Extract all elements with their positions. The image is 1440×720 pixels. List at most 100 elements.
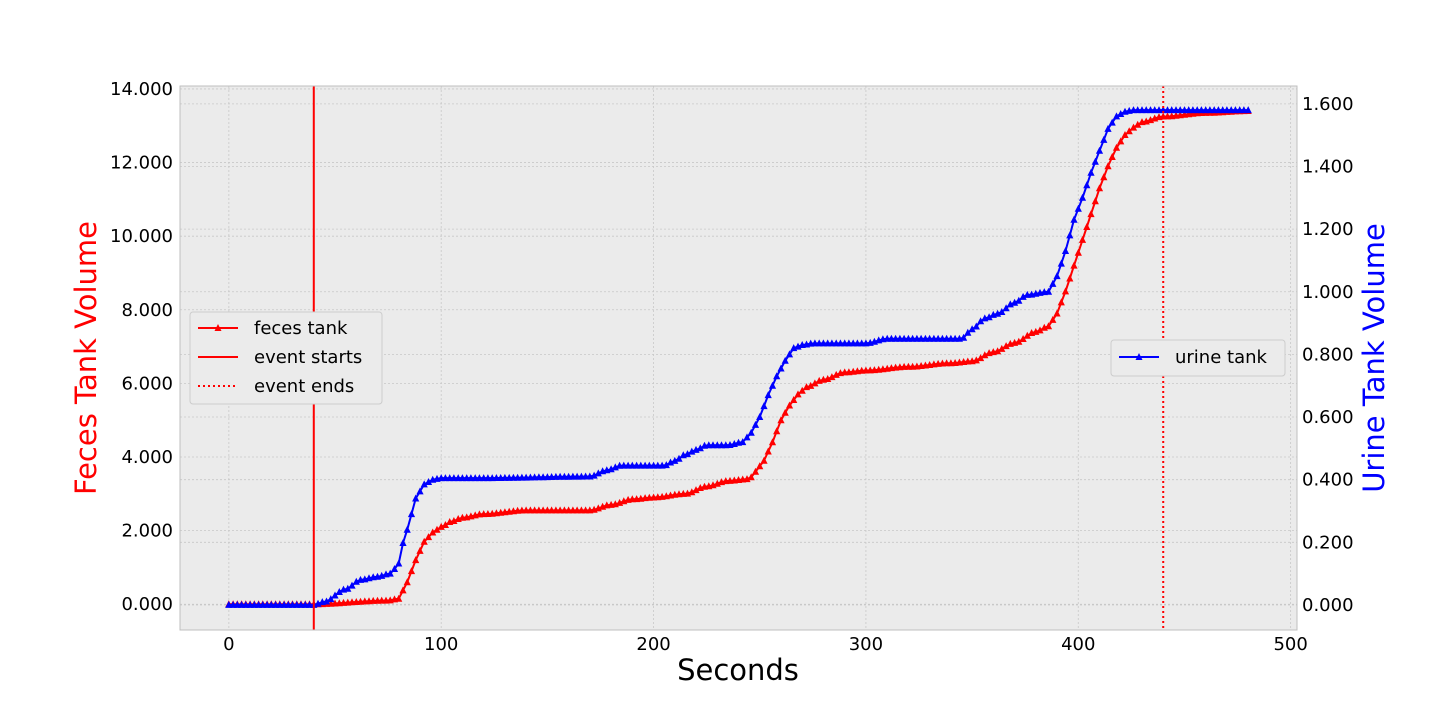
data-point bbox=[781, 408, 789, 416]
right-y-axis-title: Urine Tank Volume bbox=[1357, 223, 1391, 493]
data-point bbox=[433, 525, 441, 533]
data-point bbox=[412, 494, 420, 502]
data-point bbox=[1125, 127, 1133, 135]
data-point bbox=[756, 462, 764, 470]
data-point bbox=[1134, 120, 1142, 128]
data-point bbox=[1112, 143, 1121, 151]
data-point bbox=[760, 456, 768, 464]
data-point bbox=[1129, 123, 1138, 131]
data-point bbox=[1095, 146, 1104, 154]
data-point bbox=[994, 347, 1002, 355]
legend-label-urine-tank: urine tank bbox=[1175, 347, 1268, 368]
data-point bbox=[662, 461, 670, 469]
data-point bbox=[768, 381, 777, 389]
data-point bbox=[968, 325, 976, 333]
data-point bbox=[747, 473, 755, 481]
tick-labels: 0 100 200 300 400 500 0.000 2.000 4.000 6.000 8.00… bbox=[110, 79, 1354, 655]
legend-label-feces-tank: feces tank bbox=[254, 318, 348, 339]
data-point bbox=[1078, 193, 1087, 201]
data-point bbox=[1095, 184, 1104, 192]
series-layer bbox=[225, 106, 1252, 608]
data-point bbox=[1117, 110, 1125, 117]
data-point bbox=[594, 469, 602, 477]
data-point bbox=[1057, 298, 1065, 306]
x-axis-title: Seconds bbox=[677, 653, 799, 687]
data-point bbox=[743, 433, 751, 441]
data-point bbox=[777, 364, 785, 372]
legend-right: urine tank bbox=[1110, 339, 1286, 377]
data-point bbox=[1011, 298, 1019, 306]
data-point bbox=[1044, 322, 1053, 330]
data-point bbox=[1053, 309, 1061, 317]
data-point bbox=[1108, 118, 1116, 126]
data-point bbox=[985, 313, 993, 321]
data-point bbox=[1066, 274, 1074, 282]
data-point bbox=[964, 328, 972, 336]
data-point bbox=[1044, 287, 1053, 295]
axes bbox=[179, 85, 1298, 631]
data-point bbox=[675, 454, 683, 462]
data-point bbox=[407, 567, 416, 575]
x-tick-label: 200 bbox=[636, 634, 670, 655]
data-point bbox=[1066, 231, 1074, 239]
data-point bbox=[1036, 326, 1044, 334]
data-point bbox=[1015, 296, 1023, 304]
data-point bbox=[420, 537, 428, 545]
x-tick-label: 500 bbox=[1273, 634, 1307, 655]
data-point bbox=[811, 379, 819, 387]
x-tick-label: 100 bbox=[424, 634, 458, 655]
data-point bbox=[1049, 315, 1057, 323]
data-point bbox=[760, 402, 768, 410]
left-y-tick-label: 0.000 bbox=[121, 594, 173, 615]
data-point bbox=[395, 559, 403, 567]
legend-left-frame bbox=[189, 311, 383, 405]
data-point bbox=[1061, 247, 1070, 254]
data-point bbox=[1015, 337, 1023, 345]
data-point bbox=[743, 475, 751, 483]
series-urine-tank bbox=[225, 106, 1252, 608]
data-point bbox=[395, 594, 403, 602]
data-point bbox=[1108, 153, 1116, 160]
data-point bbox=[739, 438, 747, 446]
left-y-tick-label: 14.000 bbox=[110, 79, 173, 100]
data-point bbox=[416, 487, 424, 495]
data-point bbox=[1070, 261, 1078, 269]
left-y-tick-label: 12.000 bbox=[110, 153, 173, 174]
data-point bbox=[1002, 342, 1010, 350]
left-y-tick-label: 6.000 bbox=[121, 373, 173, 394]
data-point bbox=[773, 372, 781, 380]
x-tick-label: 0 bbox=[223, 634, 234, 655]
data-point bbox=[1083, 223, 1091, 230]
data-point bbox=[424, 478, 433, 485]
data-point bbox=[390, 565, 399, 572]
right-y-tick-label: 1.400 bbox=[1302, 156, 1354, 177]
data-point bbox=[1023, 331, 1031, 339]
data-point bbox=[1053, 272, 1061, 280]
data-point bbox=[972, 356, 980, 364]
data-point bbox=[692, 486, 700, 494]
data-point bbox=[1112, 112, 1121, 120]
data-point bbox=[1019, 292, 1027, 300]
data-point bbox=[590, 471, 598, 479]
data-point bbox=[420, 480, 428, 488]
data-point bbox=[671, 456, 679, 464]
data-point bbox=[1087, 168, 1095, 176]
data-point bbox=[1091, 157, 1099, 165]
data-point bbox=[1083, 181, 1091, 189]
left-y-tick-label: 10.000 bbox=[110, 226, 173, 247]
right-y-tick-label: 0.600 bbox=[1302, 407, 1354, 428]
right-y-tick-label: 0.400 bbox=[1302, 470, 1354, 491]
right-y-tick-label: 1.000 bbox=[1302, 282, 1354, 303]
left-y-tick-label: 2.000 bbox=[121, 521, 173, 542]
right-y-tick-label: 1.200 bbox=[1302, 219, 1354, 240]
data-point bbox=[785, 401, 794, 409]
data-point bbox=[1057, 259, 1065, 267]
data-point bbox=[386, 569, 394, 577]
right-y-tick-label: 1.600 bbox=[1302, 94, 1354, 115]
data-point bbox=[751, 420, 760, 428]
data-point bbox=[1100, 135, 1108, 143]
data-point bbox=[1244, 106, 1252, 114]
data-point bbox=[1078, 235, 1087, 243]
legend-left: feces tank event starts event ends bbox=[189, 311, 383, 405]
